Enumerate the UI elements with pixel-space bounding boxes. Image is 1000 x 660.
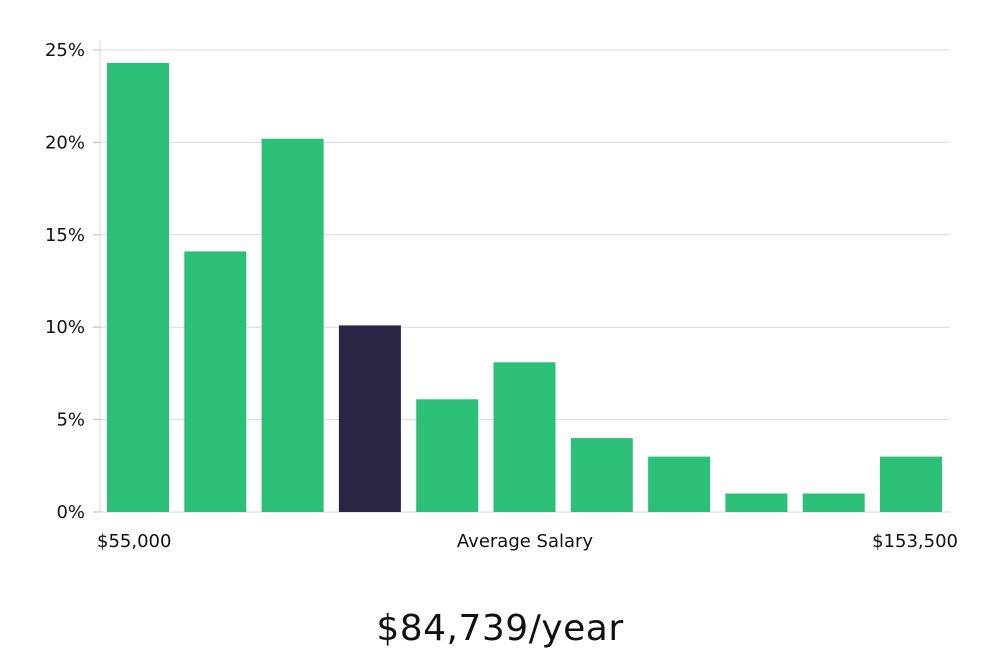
y-axis-ticks: 0% 5% 10% 15% 20% 25%	[45, 40, 100, 523]
bars	[107, 62, 942, 513]
y-tick-label: 15%	[45, 225, 85, 246]
bar	[648, 456, 711, 512]
y-tick-label: 5%	[56, 410, 85, 431]
salary-distribution-chart: 0%5%10%15%20%25% $55,000 Average Salary …	[45, 40, 958, 552]
bar	[880, 456, 942, 512]
bar	[570, 438, 633, 512]
y-tick-label: 20%	[45, 132, 85, 153]
bar	[416, 399, 479, 512]
average-salary-value: $84,739/year	[376, 608, 624, 649]
x-axis-label: Average Salary	[457, 531, 594, 552]
bar	[725, 493, 788, 512]
bar	[261, 138, 324, 512]
x-max-label: $153,500	[872, 531, 958, 552]
bar	[493, 362, 556, 512]
bar-highlighted	[338, 325, 401, 512]
y-tick-label: 10%	[45, 317, 85, 338]
bar	[184, 251, 247, 512]
y-tick-label: 0%	[56, 502, 85, 523]
bar	[802, 493, 865, 512]
y-tick-label: 25%	[45, 40, 85, 61]
x-min-label: $55,000	[97, 531, 171, 552]
bar	[107, 62, 169, 513]
